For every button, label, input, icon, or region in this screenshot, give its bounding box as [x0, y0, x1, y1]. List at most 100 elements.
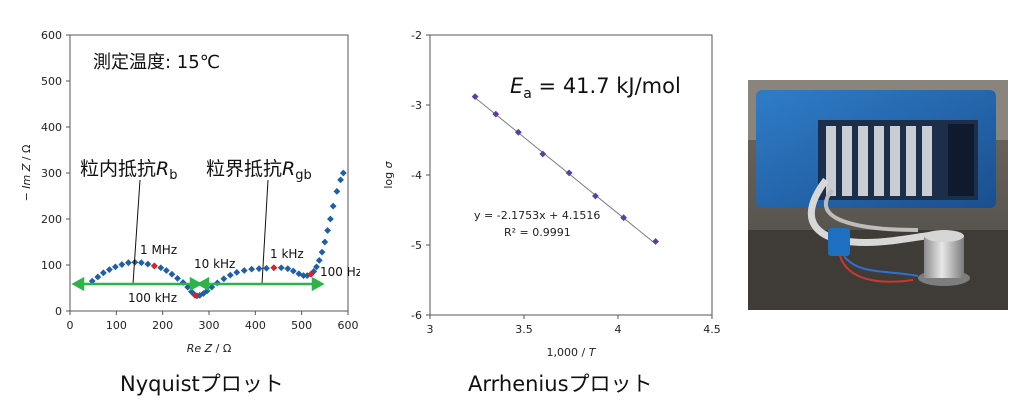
nyquist-point — [248, 265, 256, 273]
nyquist-caption: Nyquistプロット — [120, 372, 284, 396]
nyquist-xlabel: Re Z / Ω — [187, 342, 232, 355]
nyquist-point — [137, 259, 145, 267]
nyquist-ytick-label: 0 — [55, 305, 62, 318]
nyquist-point — [220, 275, 228, 283]
nyquist-ylabel: − Im Z / Ω — [20, 145, 33, 202]
arrhenius-point — [514, 128, 522, 136]
nyquist-point — [339, 169, 347, 177]
nyquist-point — [255, 265, 263, 273]
arrhenius-xtick-label: 3 — [427, 323, 434, 336]
nyquist-panel: 0 100 200 300 400 500 600 0 100 200 300 400 500 600 測… — [0, 0, 362, 411]
probe-wires — [839, 255, 914, 283]
nyquist-point — [124, 259, 132, 267]
arrhenius-ytick-label: -6 — [411, 309, 422, 322]
nyquist-point — [233, 268, 241, 276]
nyquist-point — [112, 263, 119, 271]
nyquist-point — [162, 267, 170, 274]
nyquist-xtick-label: 0 — [67, 319, 74, 332]
nyquist-highlight-point — [150, 262, 158, 270]
arrhenius-point — [471, 93, 479, 100]
arrhenius-ylabel: log σ — [382, 160, 395, 188]
nyquist-point — [105, 266, 113, 273]
sample-cell — [924, 236, 964, 278]
nyquist-leader-rb — [132, 179, 141, 285]
arrhenius-point — [565, 169, 573, 177]
nyquist-point — [144, 260, 152, 268]
nyquist-xtick-label: 300 — [199, 319, 220, 332]
freq-label-1khz: 1 kHz — [270, 247, 304, 261]
nyquist-point — [263, 264, 270, 272]
arrhenius-panel: 3 3.5 4 4.5 -2 -3 -4 -5 -6 Ea = 41.7 kJ/mol y = … — [380, 0, 730, 411]
nyquist-point — [184, 283, 192, 291]
arrhenius-chart: 3 3.5 4 4.5 -2 -3 -4 -5 -6 Ea = 41.7 kJ/mol y = … — [382, 29, 721, 359]
arrhenius-point — [652, 238, 659, 245]
arrhenius-ytick-label: -3 — [411, 99, 422, 112]
arrhenius-point — [592, 192, 599, 200]
nyquist-chart: 0 100 200 300 400 500 600 0 100 200 300 400 500 600 測… — [20, 29, 362, 355]
instrument-modules — [826, 126, 932, 196]
nyquist-point — [318, 248, 326, 256]
nyquist-point — [226, 271, 234, 279]
arrhenius-ea-label: Ea = 41.7 kJ/mol — [510, 74, 681, 102]
arrhenius-point — [539, 150, 547, 158]
arrhenius-ytick-label: -5 — [411, 239, 422, 252]
arrhenius-fit-r2: R² = 0.9991 — [504, 226, 571, 239]
nyquist-point — [277, 264, 285, 272]
nyquist-point — [157, 264, 165, 272]
freq-label-100hz: 100 Hz — [320, 265, 360, 279]
arrhenius-caption: Arrheniusプロット — [468, 372, 653, 396]
arrhenius-point — [620, 214, 628, 222]
nyquist-ticks: 0 100 200 300 400 500 600 0 100 200 300 400 500 600 — [41, 29, 359, 332]
cable-grey-2 — [823, 188, 919, 232]
arrhenius-xtick-label: 3.5 — [515, 323, 533, 336]
nyquist-point — [174, 274, 181, 282]
arrhenius-ytick-label: -4 — [411, 169, 422, 182]
nyquist-ytick-label: 100 — [41, 259, 62, 272]
nyquist-point — [118, 261, 126, 268]
probe-box — [828, 228, 850, 256]
nyquist-point — [94, 273, 102, 281]
nyquist-temp-label: 測定温度: 15℃ — [93, 52, 220, 73]
nyquist-xtick-label: 100 — [106, 319, 127, 332]
nyquist-ytick-label: 400 — [41, 121, 62, 134]
arrhenius-point — [492, 110, 500, 118]
nyquist-point — [326, 215, 334, 223]
nyquist-point — [313, 263, 320, 271]
nyquist-label-rgb: 粒界抵抗Rgb — [206, 158, 312, 183]
nyquist-point — [315, 257, 323, 264]
nyquist-ytick-label: 600 — [41, 29, 62, 42]
nyquist-highlight-point — [307, 270, 315, 278]
instrument-side-panel — [948, 124, 974, 196]
freq-label-10khz: 10 kHz — [194, 257, 235, 271]
nyquist-point — [333, 188, 341, 195]
nyquist-point — [240, 267, 248, 274]
nyquist-leader-rgb — [261, 179, 269, 285]
freq-label-100khz: 100 kHz — [128, 291, 177, 305]
nyquist-ytick-label: 200 — [41, 213, 62, 226]
nyquist-xtick-label: 200 — [152, 319, 173, 332]
nyquist-highlight-point — [191, 291, 199, 299]
arrhenius-xtick-label: 4.5 — [703, 323, 721, 336]
nyquist-point — [300, 272, 307, 279]
arrhenius-ticks: 3 3.5 4 4.5 -2 -3 -4 -5 -6 — [411, 29, 721, 336]
nyquist-point — [208, 283, 216, 291]
nyquist-point — [289, 267, 297, 275]
probe-wire-blue — [843, 255, 919, 277]
nyquist-point — [329, 202, 337, 210]
nyquist-point — [99, 269, 107, 277]
arrhenius-xlabel: 1,000 / T — [547, 346, 597, 359]
nyquist-xtick-label: 500 — [291, 319, 312, 332]
nyquist-point — [295, 270, 303, 278]
nyquist-point — [310, 268, 318, 275]
arrhenius-fit-line — [474, 97, 656, 245]
nyquist-point — [337, 176, 344, 184]
nyquist-ytick-label: 300 — [41, 167, 62, 180]
arrhenius-ytick-label: -2 — [411, 29, 422, 42]
equipment-photo — [748, 80, 1008, 310]
nyquist-ytick-label: 500 — [41, 75, 62, 88]
impedance-analyzer-illustration — [748, 80, 1008, 310]
freq-label-1mhz: 1 MHz — [140, 243, 177, 257]
nyquist-point — [324, 227, 332, 234]
arrhenius-xtick-label: 4 — [615, 323, 622, 336]
nyquist-point — [168, 270, 176, 278]
